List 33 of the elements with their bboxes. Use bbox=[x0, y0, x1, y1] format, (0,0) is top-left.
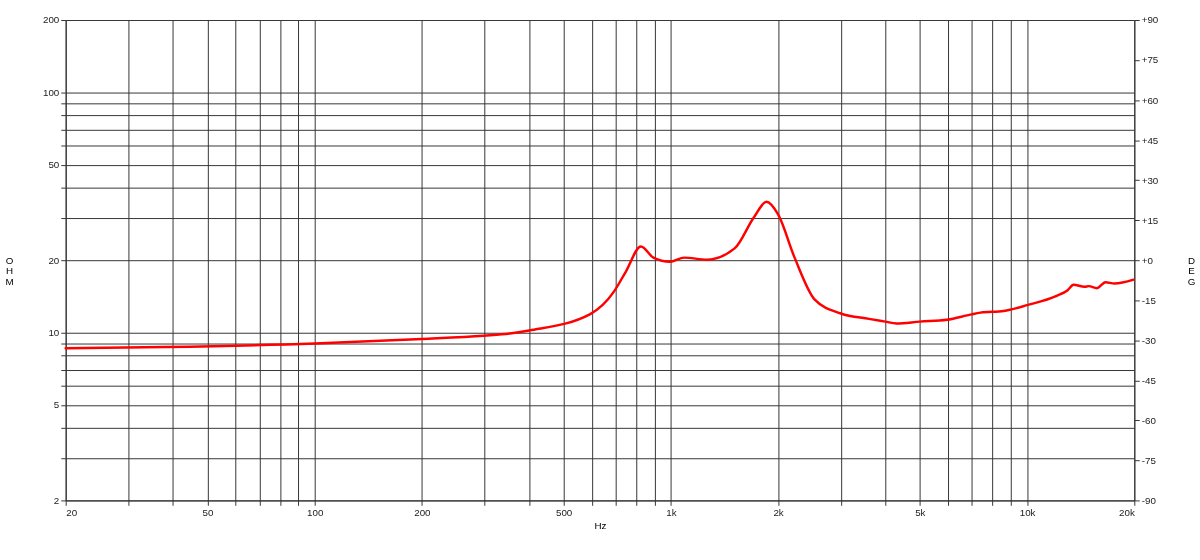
x-tick-label: 100 bbox=[306, 506, 324, 518]
x-tick-label: 200 bbox=[414, 506, 432, 518]
y2-tick-label: -30 bbox=[1141, 334, 1157, 346]
y2-tick-label: -60 bbox=[1141, 414, 1157, 426]
x-tick-label: 20 bbox=[66, 506, 78, 518]
x-tick-label: 5k bbox=[915, 506, 926, 518]
x-tick-label: 20k bbox=[1119, 506, 1135, 518]
x-tick-label: 500 bbox=[555, 506, 573, 518]
y-tick-label: 2 bbox=[53, 494, 60, 506]
x-tick-label: 2k bbox=[773, 506, 784, 518]
y2-tick-label: +0 bbox=[1141, 254, 1154, 266]
y2-tick-label: +60 bbox=[1141, 94, 1159, 106]
y-axis-title: OHM bbox=[5, 254, 14, 288]
y2-tick-label: -90 bbox=[1141, 494, 1157, 506]
y-tick-label: 10 bbox=[48, 326, 60, 338]
y2-tick-label: -45 bbox=[1141, 374, 1157, 386]
y-tick-label: 100 bbox=[42, 86, 60, 98]
x-axis-title: Hz bbox=[594, 520, 607, 532]
y2-tick-label: +45 bbox=[1141, 134, 1159, 146]
x-tick-label: 10k bbox=[1019, 506, 1036, 518]
y-tick-label: 20 bbox=[48, 254, 60, 266]
y2-tick-label: +30 bbox=[1141, 174, 1159, 186]
y-tick-label: 5 bbox=[53, 399, 60, 411]
y2-tick-label: -75 bbox=[1141, 454, 1157, 466]
y2-tick-label: +75 bbox=[1141, 54, 1159, 66]
x-tick-label: 1k bbox=[666, 506, 677, 518]
x-tick-label: 50 bbox=[202, 506, 214, 518]
y2-tick-label: -15 bbox=[1141, 294, 1157, 306]
y-tick-label: 200 bbox=[42, 14, 60, 26]
y2-tick-label: +90 bbox=[1141, 14, 1159, 26]
y2-axis-title: DEG bbox=[1187, 254, 1196, 288]
y-tick-label: 50 bbox=[48, 159, 60, 171]
y2-tick-label: +15 bbox=[1141, 214, 1159, 226]
